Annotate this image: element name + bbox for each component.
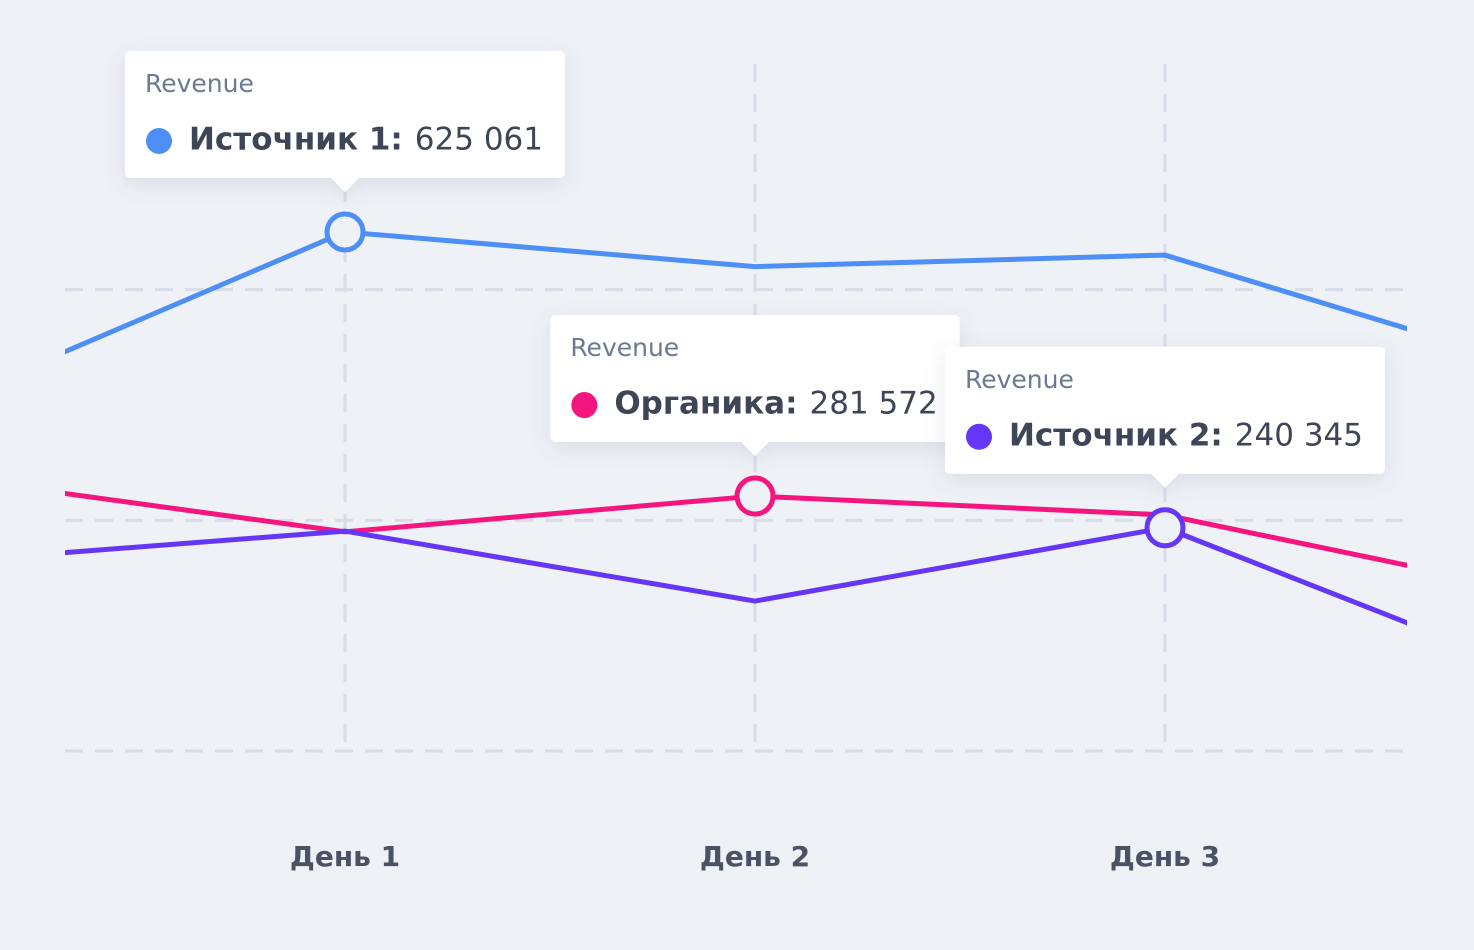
points <box>324 211 1186 549</box>
legend-label: Источник 1: <box>189 121 403 157</box>
highlight-point <box>1144 507 1186 549</box>
x-axis: День 1 День 2 День 3 <box>290 840 1220 873</box>
tooltips: Revenue Источник 1: 625 061 Revenue Органика… <box>124 50 1386 488</box>
x-tick-label: День 2 <box>700 840 810 873</box>
legend-dot <box>145 127 172 154</box>
tooltip-title: Revenue <box>145 69 254 98</box>
tooltip-box <box>550 315 960 457</box>
legend-label: Органика: <box>614 386 797 422</box>
data-label: 625 061 <box>415 121 543 157</box>
legend-dot <box>571 392 598 419</box>
x-tick-label: День 3 <box>1110 840 1220 873</box>
data-label: 240 345 <box>1235 417 1363 453</box>
tooltip-title: Revenue <box>965 365 1074 394</box>
tooltip: Revenue Органика: 281 572 <box>550 315 960 457</box>
legend-label: Источник 2: <box>1009 417 1223 453</box>
highlight-point <box>734 475 776 517</box>
series-line <box>65 525 1407 626</box>
highlight-point <box>324 211 366 253</box>
tooltip-title: Revenue <box>570 333 679 362</box>
data-label: 281 572 <box>809 386 937 422</box>
tooltip-box <box>124 50 566 192</box>
tooltip: Revenue Источник 2: 240 345 <box>944 346 1386 488</box>
series-line <box>65 229 1407 355</box>
tooltip: Revenue Источник 1: 625 061 <box>124 50 566 192</box>
x-tick-label: День 1 <box>290 840 400 873</box>
tooltip-box <box>944 346 1386 488</box>
legend-dot <box>965 423 992 450</box>
